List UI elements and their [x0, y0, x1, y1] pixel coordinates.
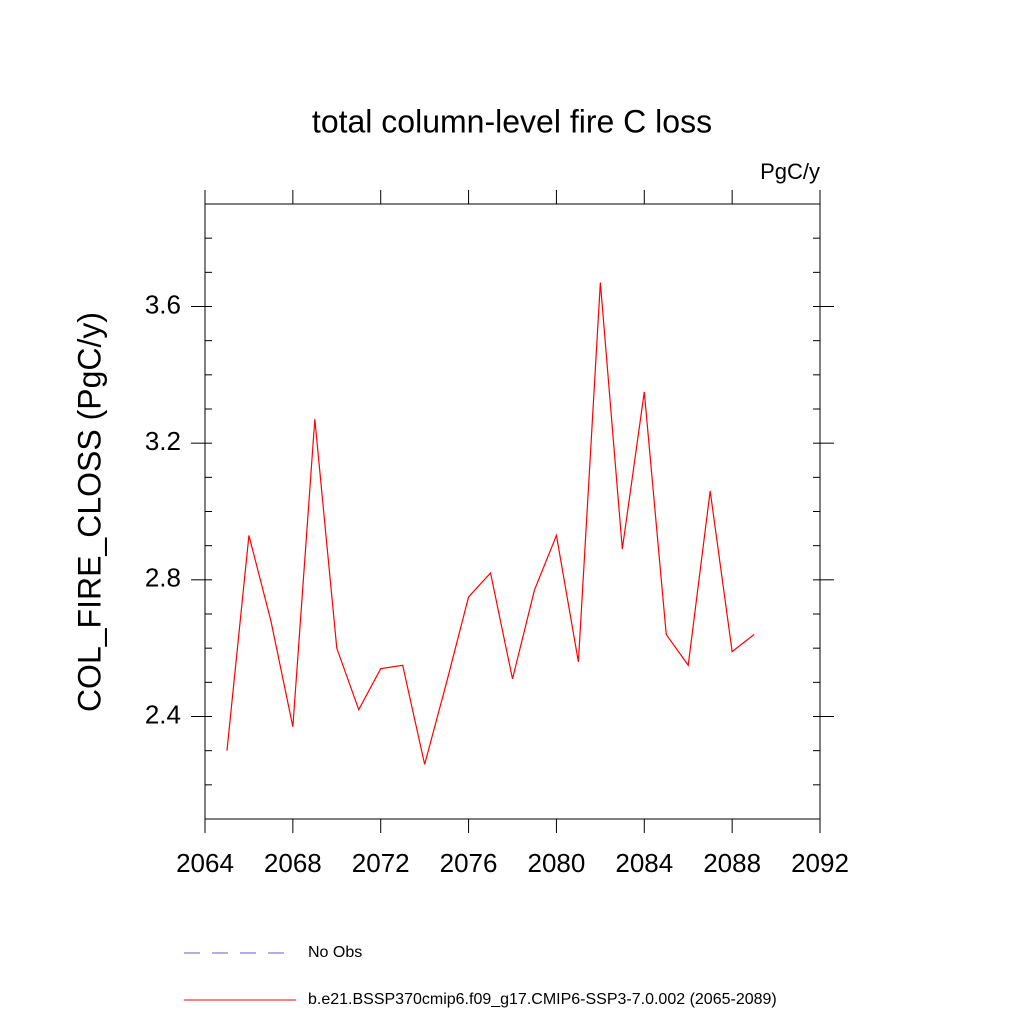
x-tick-label: 2092: [791, 848, 849, 878]
x-tick-label: 2080: [528, 848, 586, 878]
legend-label: No Obs: [308, 944, 362, 961]
x-tick-label: 2088: [703, 848, 761, 878]
chart-title: total column-level fire C loss: [312, 103, 712, 139]
y-tick-label: 3.6: [145, 289, 181, 319]
x-tick-label: 2068: [264, 848, 322, 878]
data-line: [226, 282, 755, 765]
x-tick-label: 2076: [440, 848, 498, 878]
x-tick-label: 2072: [352, 848, 410, 878]
unit-label: PgC/y: [760, 159, 820, 184]
y-tick-label: 2.8: [145, 563, 181, 593]
y-axis-label: COL_FIRE_CLOSS (PgC/y): [71, 312, 107, 712]
y-tick-label: 2.4: [145, 699, 181, 729]
y-tick-label: 3.2: [145, 426, 181, 456]
x-tick-label: 2064: [176, 848, 234, 878]
plot-frame: [204, 203, 821, 820]
x-tick-label: 2084: [615, 848, 673, 878]
legend-label: b.e21.BSSP370cmip6.f09_g17.CMIP6-SSP3-7.…: [308, 991, 777, 1008]
